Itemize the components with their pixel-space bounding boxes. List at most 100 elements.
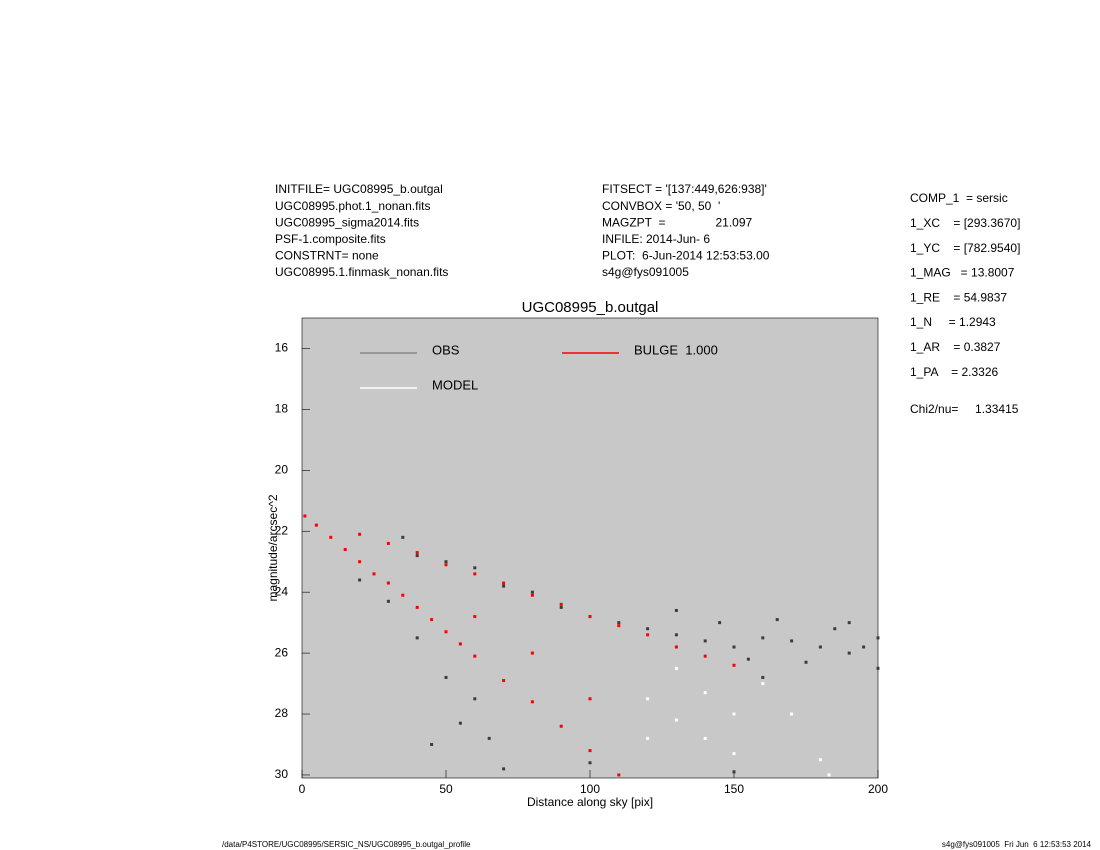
- point: [775, 618, 779, 622]
- y-tick-label: 18: [275, 402, 289, 416]
- point: [703, 654, 707, 658]
- x-axis-label: Distance along sky [pix]: [527, 795, 653, 809]
- x-tick-label: 100: [580, 782, 600, 796]
- point: [847, 621, 851, 625]
- point: [487, 736, 491, 740]
- y-tick-label: 30: [275, 767, 289, 781]
- point: [530, 700, 534, 704]
- point: [473, 566, 477, 570]
- point: [502, 584, 506, 588]
- point: [646, 697, 650, 701]
- point: [502, 581, 506, 585]
- point: [732, 645, 736, 649]
- point: [617, 624, 621, 628]
- point: [415, 554, 419, 558]
- point: [876, 636, 880, 640]
- point: [674, 608, 678, 612]
- parameter: 1_AR = 0.3827: [910, 340, 1001, 354]
- point: [732, 752, 736, 756]
- point: [718, 621, 722, 625]
- point: [746, 657, 750, 661]
- point: [372, 572, 376, 576]
- point: [732, 663, 736, 667]
- point: [473, 572, 477, 576]
- point: [588, 615, 592, 619]
- point: [401, 535, 405, 539]
- point: [876, 666, 880, 670]
- point: [303, 514, 307, 518]
- point: [559, 724, 563, 728]
- info-line: PLOT: 6-Jun-2014 12:53:53.00: [602, 249, 770, 263]
- parameter: 1_XC = [293.3670]: [910, 216, 1020, 230]
- point: [329, 535, 333, 539]
- point: [444, 630, 448, 634]
- info-line: INITFILE= UGC08995_b.outgal: [275, 182, 443, 196]
- plot-area: [301, 317, 879, 779]
- point: [444, 563, 448, 567]
- point: [827, 773, 831, 777]
- point: [646, 627, 650, 631]
- point: [790, 639, 794, 643]
- point: [833, 627, 837, 631]
- point: [674, 645, 678, 649]
- point: [444, 560, 448, 564]
- point: [502, 767, 506, 771]
- point: [703, 691, 707, 695]
- point: [530, 593, 534, 597]
- y-axis-label: magnitude/arcsec^2: [266, 494, 280, 601]
- info-line: s4g@fys091005: [602, 265, 689, 279]
- parameter: 1_N = 1.2943: [910, 315, 996, 329]
- x-tick-label: 0: [299, 782, 306, 796]
- point: [804, 660, 808, 664]
- point: [732, 770, 736, 774]
- point: [588, 749, 592, 753]
- x-tick-label: 50: [439, 782, 453, 796]
- point: [458, 642, 462, 646]
- point: [818, 758, 822, 762]
- point: [358, 578, 362, 582]
- point: [314, 523, 318, 527]
- parameter: 1_YC = [782.9540]: [910, 241, 1020, 255]
- info-line: CONSTRNT= none: [275, 249, 379, 263]
- point: [559, 605, 563, 609]
- point: [386, 599, 390, 603]
- point: [401, 593, 405, 597]
- point: [530, 590, 534, 594]
- parameter: 1_PA = 2.3326: [910, 365, 999, 379]
- info-line: UGC08995_sigma2014.fits: [275, 215, 419, 229]
- chi2: Chi2/nu= 1.33415: [910, 402, 1019, 416]
- point: [430, 742, 434, 746]
- legend-label: MODEL: [432, 377, 478, 392]
- parameter: 1_RE = 54.9837: [910, 290, 1007, 304]
- point: [588, 761, 592, 765]
- parameter: COMP_1 = sersic: [910, 191, 1008, 205]
- point: [617, 773, 621, 777]
- point: [530, 651, 534, 655]
- point: [761, 675, 765, 679]
- point: [790, 712, 794, 716]
- point: [559, 602, 563, 606]
- info-line: CONVBOX = '50, 50 ': [602, 199, 720, 213]
- point: [415, 605, 419, 609]
- point: [430, 618, 434, 622]
- point: [862, 645, 866, 649]
- chart-title: UGC08995_b.outgal: [522, 299, 659, 316]
- info-line: UGC08995.1.finmask_nonan.fits: [275, 265, 448, 279]
- legend-label: BULGE 1.000: [634, 342, 718, 357]
- point: [415, 551, 419, 555]
- point: [473, 615, 477, 619]
- point: [732, 712, 736, 716]
- point: [703, 736, 707, 740]
- info-line: PSF-1.composite.fits: [275, 232, 386, 246]
- point: [444, 675, 448, 679]
- point: [502, 679, 506, 683]
- point: [343, 548, 347, 552]
- point: [818, 645, 822, 649]
- y-tick-label: 28: [275, 706, 289, 720]
- point: [458, 721, 462, 725]
- point: [761, 636, 765, 640]
- y-tick-label: 24: [275, 584, 289, 598]
- point: [588, 697, 592, 701]
- footer-stamp: s4g@fys091005 Fri Jun 6 12:53:53 2014: [942, 840, 1092, 849]
